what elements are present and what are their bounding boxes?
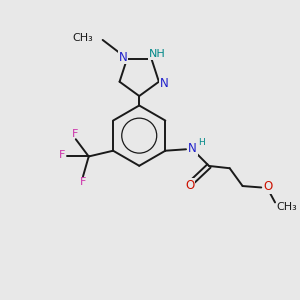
Text: CH₃: CH₃ <box>276 202 297 212</box>
Text: CH₃: CH₃ <box>73 33 94 43</box>
Text: F: F <box>80 177 87 187</box>
Text: N: N <box>160 77 168 90</box>
Text: O: O <box>264 180 273 193</box>
Text: NH: NH <box>149 49 166 59</box>
Text: F: F <box>59 150 65 160</box>
Text: F: F <box>72 129 78 139</box>
Text: O: O <box>185 179 194 192</box>
Text: N: N <box>188 142 197 155</box>
Text: H: H <box>198 139 205 148</box>
Text: N: N <box>118 51 127 64</box>
